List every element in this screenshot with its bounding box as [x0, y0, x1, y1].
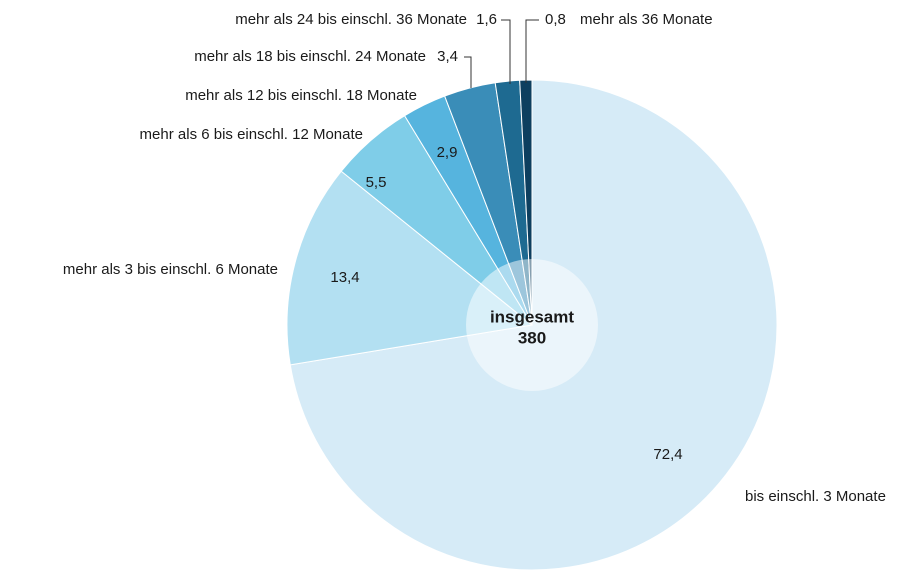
value-label: 13,4	[330, 269, 359, 286]
leader-line	[464, 56, 472, 88]
value-label: 0,8	[545, 11, 566, 28]
center-total: 380	[518, 328, 546, 347]
value-label: 2,9	[437, 144, 458, 161]
category-label: mehr als 12 bis einschl. 18 Monate	[185, 87, 417, 104]
category-label: mehr als 3 bis einschl. 6 Monate	[63, 261, 278, 278]
value-label: 72,4	[653, 446, 682, 463]
value-label: 1,6	[476, 11, 497, 28]
category-label: mehr als 24 bis einschl. 36 Monate	[235, 11, 467, 28]
leader-line	[525, 19, 539, 83]
leader-line	[501, 19, 511, 84]
category-label: bis einschl. 3 Monate	[745, 488, 886, 505]
category-label: mehr als 36 Monate	[580, 11, 713, 28]
value-label: 5,5	[366, 174, 387, 191]
value-label: 3,4	[437, 48, 458, 65]
category-label: mehr als 18 bis einschl. 24 Monate	[194, 48, 426, 65]
category-label: mehr als 6 bis einschl. 12 Monate	[140, 126, 363, 143]
center-title: insgesamt	[490, 307, 574, 326]
center-hole	[466, 259, 598, 391]
